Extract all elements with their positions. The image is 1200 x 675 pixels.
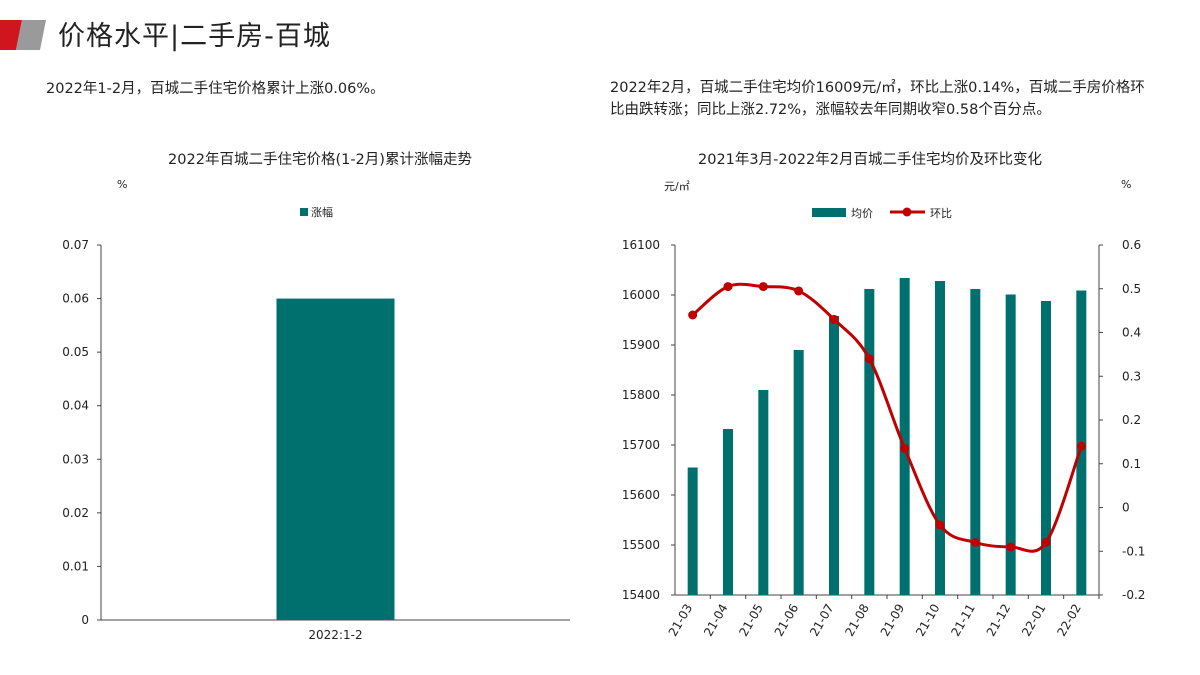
left-summary-text: 2022年1-2月，百城二手住宅价格累计上涨0.06%。: [46, 81, 385, 97]
bar-21-12: [1005, 294, 1016, 595]
left-y-tick-label: 15500: [622, 538, 660, 552]
bar-21-04: [723, 429, 733, 595]
legend-label-均价: 均价: [851, 207, 873, 220]
right-right-axis-unit: %: [1121, 178, 1132, 191]
legend-label-涨幅: 涨幅: [311, 206, 333, 219]
brand-logo: [0, 20, 46, 50]
x-tick-label: 21-05: [736, 602, 766, 639]
left-y-tick-label: 15400: [622, 588, 660, 602]
left-y-tick-label: 15800: [622, 388, 660, 402]
y-tick-label: 0.05: [62, 345, 89, 359]
left-y-tick-label: 15600: [622, 488, 660, 502]
line-point-22-01: [1041, 538, 1051, 547]
line-series-环比: [691, 282, 1083, 553]
bar-21-06: [793, 350, 804, 595]
right-y-tick-label: 0.1: [1122, 457, 1141, 471]
line-point-21-10: [935, 520, 945, 530]
legend-swatch-涨幅: [300, 208, 308, 216]
right-y-tick-label: -0.2: [1122, 588, 1145, 602]
bar-22-01: [1041, 301, 1051, 595]
x-tick-label: 21-11: [948, 602, 978, 639]
right-chart-title: 2021年3月-2022年2月百城二手住宅均价及环比变化: [698, 152, 1042, 168]
line-point-21-11: [970, 538, 980, 547]
x-tick-label: 21-10: [913, 602, 943, 639]
left-chart-title: 2022年百城二手住宅价格(1-2月)累计涨幅走势: [168, 152, 472, 168]
x-tick-label: 21-07: [807, 602, 837, 639]
right-y-tick-label: 0: [1122, 501, 1130, 515]
right-y-tick-label: 0.3: [1122, 369, 1141, 383]
y-tick-label: 0.01: [62, 559, 89, 573]
right-summary-text: 2022年2月，百城二手住宅均价16009元/㎡，环比上涨0.14%，百城二手房…: [610, 80, 1145, 118]
left-y-tick-label: 15900: [622, 338, 660, 352]
x-tick-label: 21-06: [772, 602, 802, 639]
left-y-axis-unit: %: [117, 178, 128, 191]
x-tick-label: 21-03: [666, 602, 696, 639]
line-point-21-06: [794, 286, 804, 296]
right-y-tick-label: 0.2: [1122, 413, 1141, 427]
legend-label-环比: 环比: [930, 207, 952, 220]
bar-21-10: [935, 281, 945, 595]
right-left-axis-unit: 元/㎡: [664, 180, 690, 193]
y-tick-label: 0.06: [62, 292, 89, 306]
x-tick-label: 2022:1-2: [308, 628, 362, 642]
bar-21-05: [758, 390, 769, 595]
legend-marker-环比: [902, 207, 912, 217]
bar-2022:1-2: [276, 298, 395, 620]
line-point-21-03: [688, 310, 698, 320]
left-bar-chart: 0 0.01 0.02 0.03 0.04 0.05 0.06 0.07 2022:1-2 涨幅: [62, 206, 570, 642]
line-point-22-02: [1076, 441, 1086, 451]
right-y-tick-label: 0.6: [1122, 238, 1141, 252]
x-tick-label: 22-01: [1019, 602, 1049, 639]
left-y-tick-label: 16000: [622, 288, 660, 302]
y-tick-label: 0: [81, 613, 89, 627]
x-tick-label: 21-04: [701, 602, 731, 639]
right-y-tick-label: 0.5: [1122, 282, 1141, 296]
x-tick-label: 21-09: [878, 602, 908, 639]
bar-21-09: [899, 278, 910, 595]
line-point-21-04: [723, 282, 733, 292]
legend-swatch-均价: [812, 208, 846, 217]
line-point-21-05: [758, 282, 768, 292]
y-tick-label: 0.03: [62, 452, 89, 466]
x-tick-label: 21-08: [842, 602, 872, 639]
bar-21-08: [864, 289, 875, 595]
right-y-tick-label: 0.4: [1122, 326, 1141, 340]
right-combo-chart: 15400 15500 15600 15700 15800 15900 16000 16100…: [622, 207, 1146, 639]
line-point-21-07: [829, 314, 839, 324]
line-point-21-12: [1006, 542, 1016, 552]
bar-21-07: [829, 316, 839, 595]
left-y-tick-label: 16100: [622, 238, 660, 252]
y-tick-label: 0.07: [62, 238, 89, 252]
left-y-tick-label: 15700: [622, 438, 660, 452]
x-tick-label: 22-02: [1054, 602, 1084, 639]
right-y-tick-label: -0.1: [1122, 544, 1145, 558]
line-point-21-09: [900, 443, 910, 453]
x-tick-label: 21-12: [984, 602, 1014, 639]
bar-21-11: [970, 289, 981, 595]
y-tick-label: 0.04: [62, 399, 89, 413]
y-tick-label: 0.02: [62, 506, 89, 520]
bar-21-03: [687, 467, 698, 595]
page-title: 价格水平|二手房-百城: [58, 21, 331, 52]
line-point-21-08: [864, 354, 874, 364]
